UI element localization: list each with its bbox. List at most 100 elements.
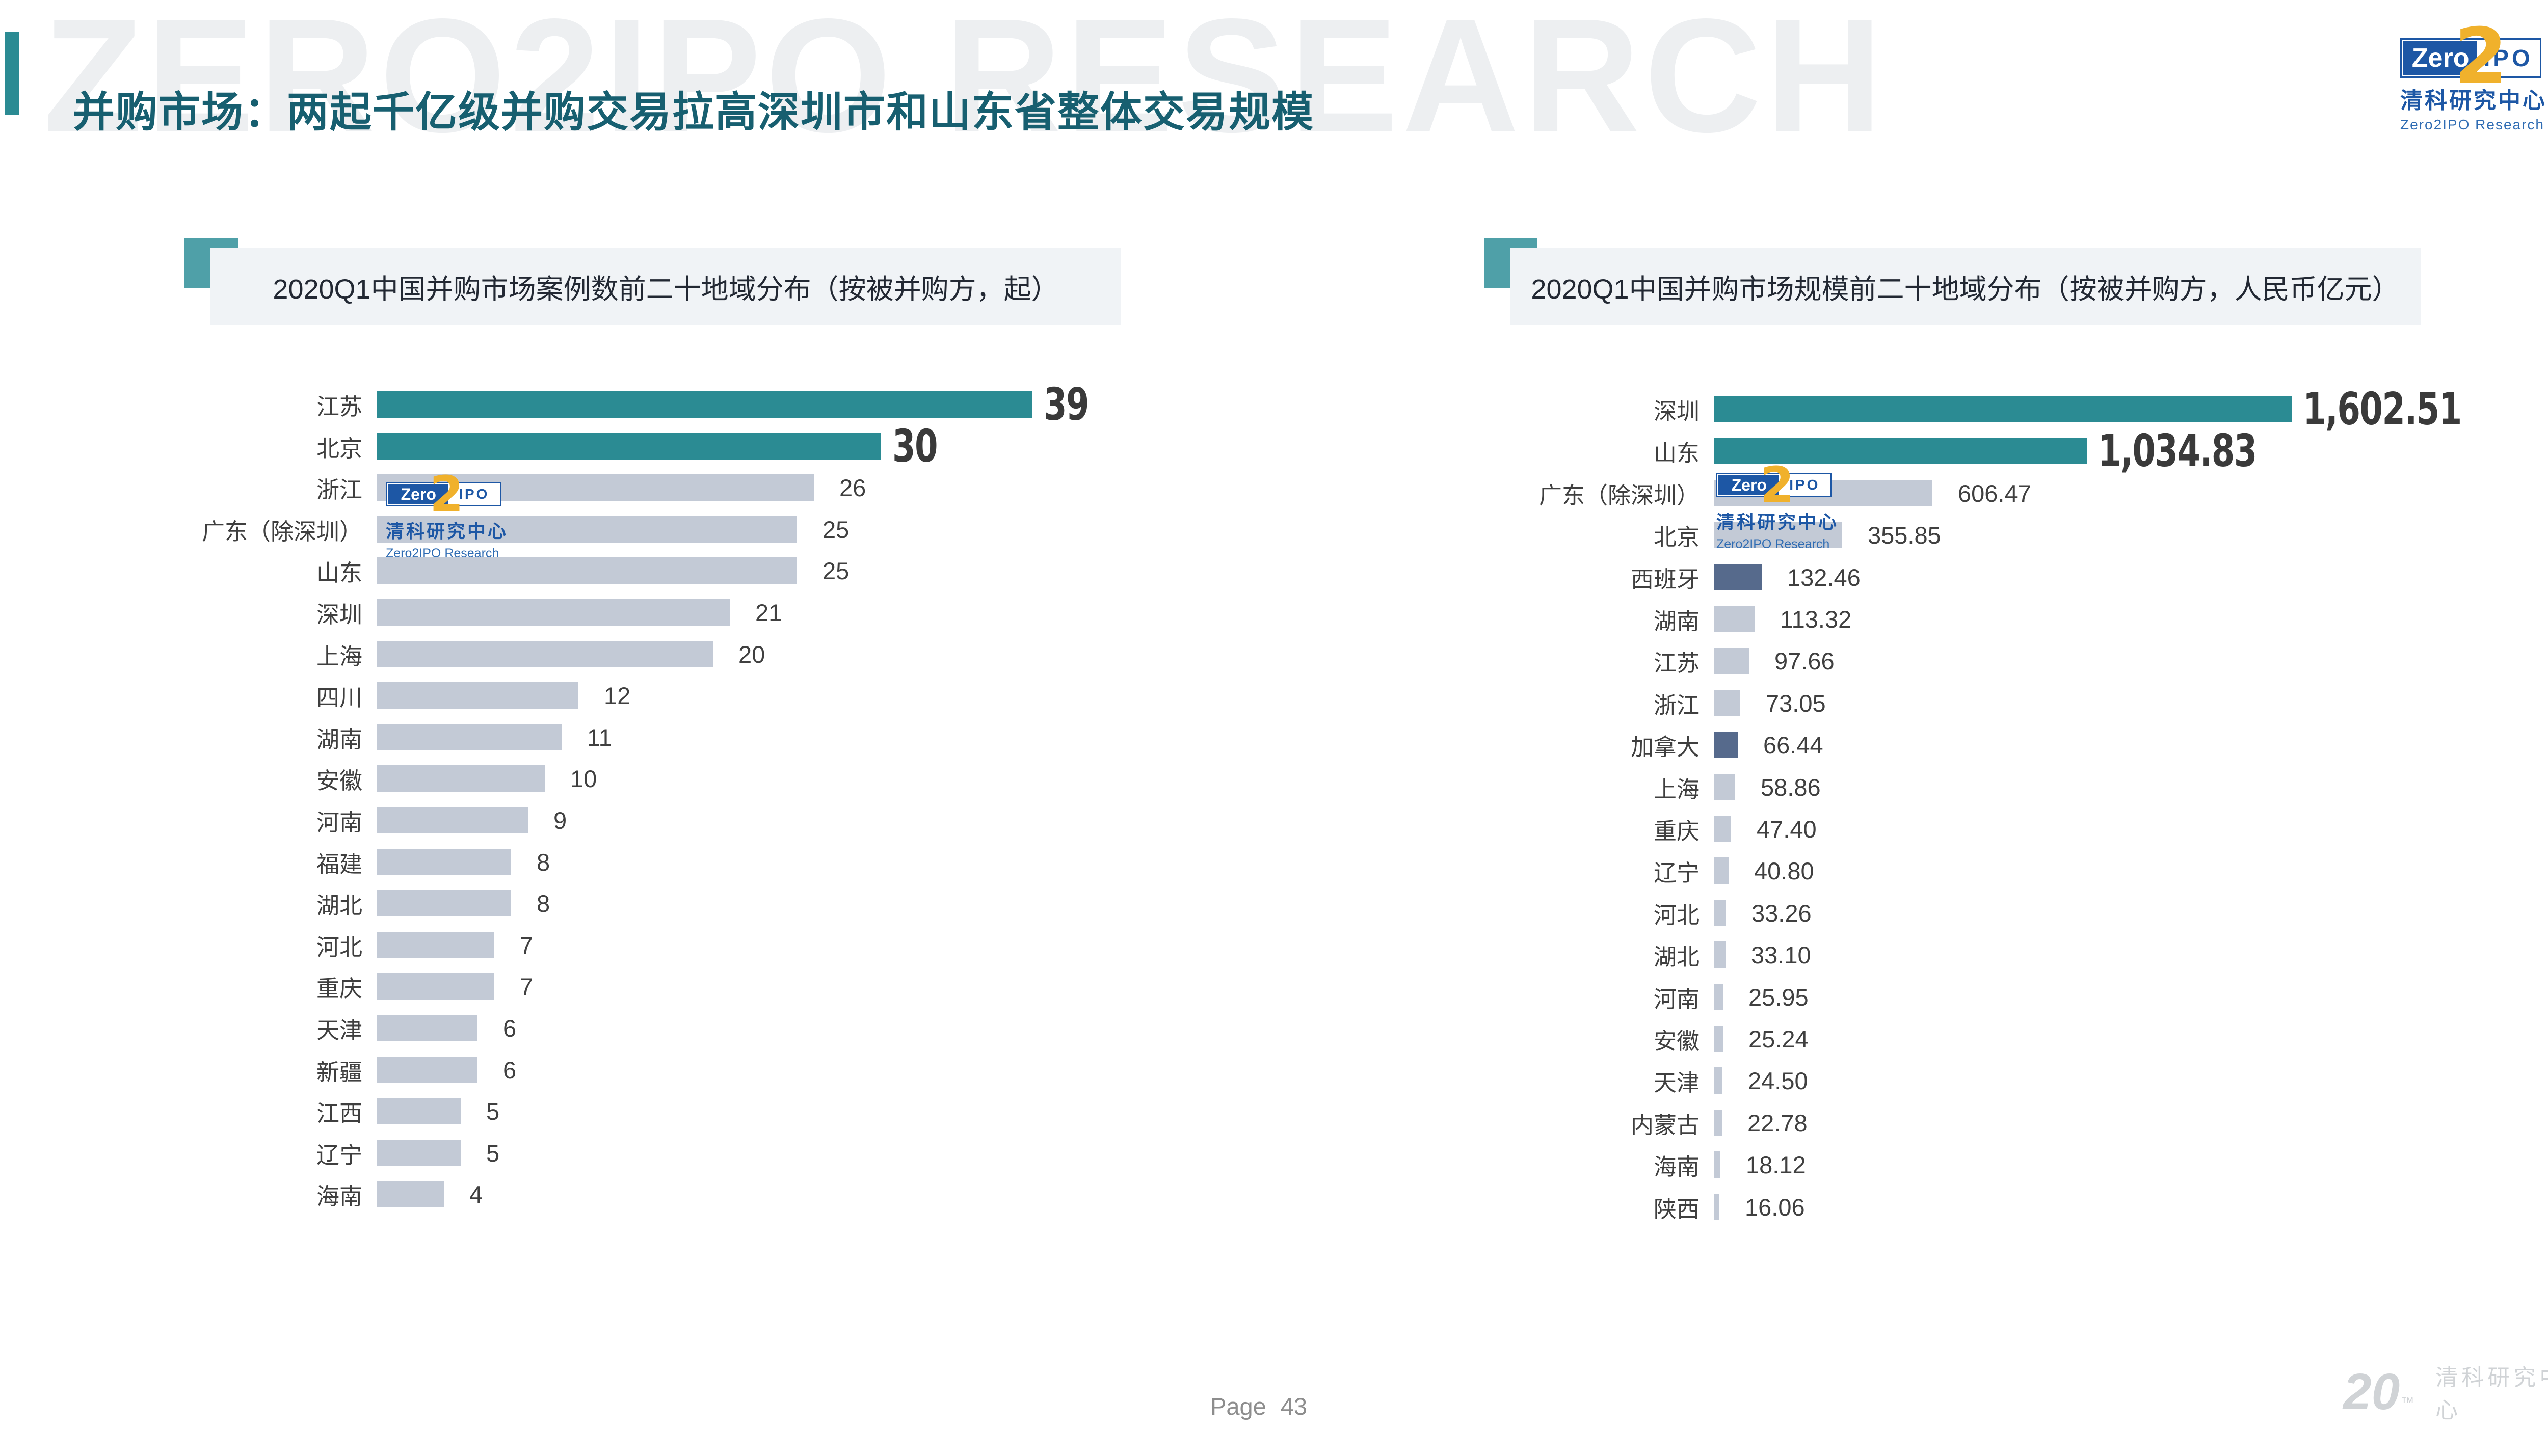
value-label: 113.32 <box>1780 605 1852 633</box>
zero2ipo-logo-box: Zero IPO 2 <box>2400 18 2541 95</box>
bar <box>1714 690 1740 716</box>
value-label: 97.66 <box>1774 647 1835 675</box>
value-label: 8 <box>537 889 550 917</box>
chart-row: 辽宁 5 <box>163 1140 499 1168</box>
category-label: 浙江 <box>1653 692 1700 718</box>
chart-row: 湖北 33.10 <box>1488 941 1811 970</box>
zero2ipo-watermark-right: Zero IPO 2 清科研究中心 Zero2IPO Research <box>1716 461 1839 552</box>
logo-ipo-text: IPO <box>1779 474 1830 496</box>
left-chart-title-bar: 2020Q1中国并购市场案例数前二十地域分布（按被并购方，起） <box>210 248 1121 325</box>
bar <box>377 973 494 1000</box>
page-title: 并购市场：两起千亿级并购交易拉高深圳市和山东省整体交易规模 <box>73 89 1315 136</box>
left-chart-title: 2020Q1中国并购市场案例数前二十地域分布（按被并购方，起） <box>273 274 1059 305</box>
chart-row: 安徽 10 <box>163 765 597 794</box>
chart-row: 安徽 25.24 <box>1488 1025 1809 1054</box>
bar <box>377 849 511 875</box>
chart-row: 天津 6 <box>163 1015 516 1043</box>
bar <box>1714 396 2292 422</box>
value-label: 132.46 <box>1787 563 1861 591</box>
value-label: 7 <box>520 973 534 1000</box>
org-name-cn: 清科研究中心 <box>1716 511 1839 532</box>
chart-row: 深圳 21 <box>163 599 782 628</box>
chart-row: 江西 5 <box>163 1097 500 1126</box>
org-name-en: Zero2IPO Research <box>1716 537 1830 551</box>
logo-ipo-text: IPO <box>448 483 500 505</box>
value-label: 39 <box>1044 379 1090 430</box>
chart-row: 浙江 73.05 <box>1488 689 1826 718</box>
value-label: 9 <box>553 806 567 834</box>
value-label: 8 <box>537 848 550 876</box>
bar <box>1714 564 1762 590</box>
category-label: 内蒙古 <box>1630 1112 1700 1138</box>
value-label: 24.50 <box>1748 1067 1808 1094</box>
chart-row: 河北 7 <box>163 932 533 960</box>
chart-row: 河南 9 <box>163 806 567 835</box>
category-label: 西班牙 <box>1630 566 1700 592</box>
anniversary-20-icon: 20 <box>2343 1363 2400 1420</box>
bar <box>1714 1026 1723 1052</box>
chart-row: 浙江 26 <box>163 474 866 503</box>
bar <box>377 391 1032 418</box>
bar <box>377 765 545 792</box>
category-label: 湖南 <box>1653 608 1700 634</box>
category-label: 陕西 <box>1653 1196 1700 1222</box>
chart-row: 重庆 47.40 <box>1488 816 1817 844</box>
value-label: 10 <box>570 765 597 792</box>
category-label: 山东 <box>316 559 362 586</box>
category-label: 湖南 <box>316 726 362 752</box>
bar <box>377 516 797 543</box>
category-label: 河北 <box>1653 902 1700 928</box>
category-label: 重庆 <box>1653 818 1700 844</box>
logo-ipo-text: IPO <box>2477 40 2540 76</box>
category-label: 河北 <box>316 934 362 960</box>
chart-row: 河北 33.26 <box>1488 900 1812 928</box>
bar <box>377 599 730 626</box>
value-label: 1,034.83 <box>2098 425 2257 477</box>
page-number-value: 43 <box>1280 1393 1308 1420</box>
zero2ipo-watermark-left: Zero IPO 2 清科研究中心 Zero2IPO Research <box>386 470 509 561</box>
bar <box>377 433 881 460</box>
chart-row: 福建 8 <box>163 848 550 877</box>
bar <box>377 1015 477 1041</box>
chart-row: 湖南 11 <box>163 724 612 752</box>
chart-row: 江苏 39 <box>163 379 1101 430</box>
category-label: 海南 <box>1653 1153 1700 1180</box>
bar <box>1714 774 1735 800</box>
bar <box>1714 1194 1719 1220</box>
page-number: Page 43 <box>1210 1392 1307 1420</box>
bar <box>1714 732 1738 758</box>
bar <box>1714 941 1726 968</box>
zero2ipo-logo-box: Zero IPO 2 <box>1716 461 1832 509</box>
org-name-en: Zero2IPO Research <box>2400 117 2544 132</box>
bar <box>377 1181 444 1207</box>
value-label: 66.44 <box>1763 731 1823 759</box>
category-label: 山东 <box>1653 440 1700 466</box>
chart-row: 北京 30 <box>163 420 950 472</box>
category-label: 河南 <box>316 809 362 835</box>
title-accent-bar <box>5 32 19 115</box>
value-label: 5 <box>486 1097 500 1125</box>
chart-row: 新疆 6 <box>163 1057 516 1085</box>
chart-row: 重庆 7 <box>163 973 534 1002</box>
bar <box>377 890 511 916</box>
bar <box>1714 900 1726 926</box>
category-label: 浙江 <box>316 476 362 503</box>
logo-zero-text: Zero <box>389 485 448 503</box>
category-label: 天津 <box>1653 1069 1700 1096</box>
value-label: 25.24 <box>1748 1025 1809 1053</box>
category-label: 广东（除深圳） <box>1538 482 1700 508</box>
category-label: 湖北 <box>1653 943 1700 970</box>
chart-row: 湖南 113.32 <box>1488 605 1852 634</box>
value-label: 4 <box>469 1180 483 1208</box>
bar <box>377 724 562 750</box>
logo-zero-text: Zero <box>2404 42 2477 74</box>
category-label: 安徽 <box>1653 1028 1700 1054</box>
value-label: 21 <box>755 599 782 626</box>
chart-row: 加拿大 66.44 <box>1488 731 1823 760</box>
value-label: 73.05 <box>1766 689 1826 717</box>
org-name-cn: 清科研究中心 <box>386 521 509 542</box>
anniversary-logo: 20 ™ 清科研究中心 <box>2343 1359 2548 1424</box>
category-label: 安徽 <box>316 767 362 794</box>
bar <box>377 1098 461 1124</box>
chart-row: 西班牙 132.46 <box>1488 563 1861 592</box>
